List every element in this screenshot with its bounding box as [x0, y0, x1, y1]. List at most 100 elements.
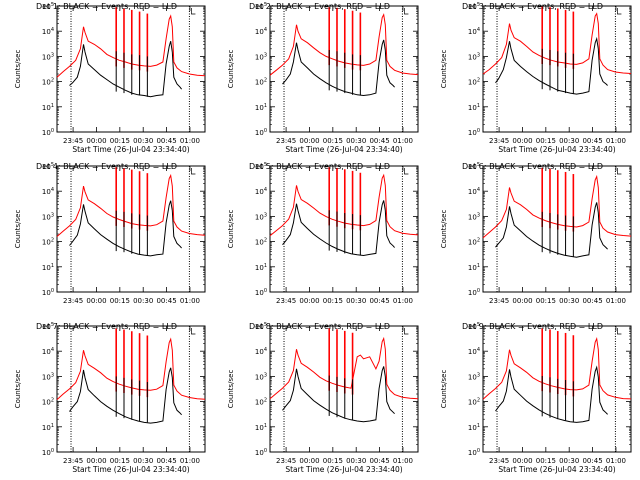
x-tick-label: 00:45 — [156, 297, 176, 305]
y-tick-label: 104 — [468, 347, 480, 356]
y-tick-label: 101 — [255, 423, 267, 432]
y-tick-label: 101 — [468, 263, 480, 272]
x-tick-label: 00:00 — [86, 297, 106, 305]
y-tick-label: 103 — [468, 372, 480, 381]
plot-frame — [56, 165, 206, 293]
x-tick-label: 00:45 — [369, 137, 389, 145]
x-tick-label: 00:00 — [512, 457, 532, 465]
y-tick-label: 103 — [468, 212, 480, 221]
y-tick-label: 100 — [468, 288, 480, 297]
y-axis-label: Counts/sec — [227, 210, 235, 249]
y-tick-label: 103 — [255, 52, 267, 61]
y-tick-label: 102 — [468, 398, 480, 407]
series-line-red-lld — [269, 173, 419, 237]
y-tick-label: 104 — [255, 187, 267, 196]
x-tick-label: 23:45 — [63, 297, 83, 305]
x-tick-label: 01:00 — [180, 457, 200, 465]
x-tick-label: 23:45 — [276, 457, 296, 465]
y-tick-label: 101 — [255, 263, 267, 272]
series-line-red-lld — [269, 336, 419, 400]
x-tick-label: 00:45 — [582, 457, 602, 465]
plot-frame — [482, 325, 632, 453]
corner-marker-icon — [191, 328, 196, 335]
chart-title: Det 5: BLACK = Events, RED = LLD — [249, 162, 390, 171]
x-tick-label: 00:30 — [346, 297, 366, 305]
x-tick-label: 00:45 — [156, 137, 176, 145]
x-tick-label: 00:00 — [512, 137, 532, 145]
y-tick-label: 105 — [42, 162, 54, 171]
y-tick-label: 103 — [42, 212, 54, 221]
y-tick-label: 101 — [468, 103, 480, 112]
x-tick-label: 23:45 — [276, 297, 296, 305]
y-tick-label: 102 — [255, 78, 267, 87]
chart-title: Det 2: BLACK = Events, RED = LLD — [249, 2, 390, 11]
chart-panel-3: 100 101 102 103 104 105 23:45 00:00 00:15 00:30 00… — [440, 2, 632, 154]
y-axis-label: Counts/sec — [227, 50, 235, 89]
x-tick-label: 00:45 — [582, 297, 602, 305]
y-tick-label: 100 — [468, 448, 480, 457]
y-tick-label: 100 — [255, 128, 267, 137]
x-axis-label: Start Time (26-Jul-04 23:34:40) — [72, 145, 189, 154]
corner-marker-icon — [617, 168, 622, 175]
y-tick-label: 105 — [468, 2, 480, 11]
y-tick-label: 104 — [42, 347, 54, 356]
x-tick-label: 23:45 — [276, 137, 296, 145]
plot-frame — [269, 325, 419, 453]
series-line-red-lld — [56, 337, 206, 400]
y-tick-label: 102 — [42, 238, 54, 247]
x-tick-label: 00:30 — [559, 297, 579, 305]
x-tick-label: 00:00 — [512, 297, 532, 305]
y-axis-label: Counts/sec — [227, 370, 235, 409]
plot-frame — [269, 165, 419, 293]
series-line-black-events — [495, 365, 608, 423]
x-tick-label: 00:15 — [323, 297, 343, 305]
y-tick-label: 105 — [468, 322, 480, 331]
x-tick-label: 00:30 — [559, 137, 579, 145]
y-tick-label: 105 — [42, 322, 54, 331]
y-axis-label: Counts/sec — [440, 50, 448, 89]
y-tick-label: 105 — [42, 2, 54, 11]
x-tick-label: 00:00 — [299, 457, 319, 465]
y-tick-label: 103 — [255, 372, 267, 381]
y-tick-label: 101 — [255, 103, 267, 112]
x-axis-label: Start Time (26-Jul-04 23:34:40) — [498, 465, 615, 474]
x-tick-label: 23:45 — [63, 137, 83, 145]
series-line-red-lld — [482, 337, 632, 400]
corner-marker-icon — [404, 168, 409, 175]
corner-marker-icon — [617, 328, 622, 335]
x-tick-label: 00:30 — [559, 457, 579, 465]
y-tick-label: 100 — [42, 448, 54, 457]
plot-frame — [56, 325, 206, 453]
corner-marker-icon — [191, 168, 196, 175]
y-tick-label: 101 — [42, 263, 54, 272]
x-tick-label: 00:00 — [299, 137, 319, 145]
y-axis-label: Counts/sec — [14, 210, 22, 249]
y-tick-label: 103 — [42, 372, 54, 381]
y-tick-label: 103 — [42, 52, 54, 61]
x-axis-label: Start Time (26-Jul-04 23:34:40) — [285, 465, 402, 474]
chart-panel-5: 100 101 102 103 104 105 23:45 00:00 00:15 00:30 00… — [227, 162, 419, 305]
series-line-red-lld — [482, 12, 632, 75]
y-tick-label: 102 — [42, 398, 54, 407]
x-tick-label: 01:00 — [393, 457, 413, 465]
y-tick-label: 101 — [468, 423, 480, 432]
plot-frame — [269, 5, 419, 133]
y-tick-label: 105 — [255, 2, 267, 11]
x-tick-label: 01:00 — [393, 137, 413, 145]
x-tick-label: 23:45 — [489, 457, 509, 465]
y-tick-label: 103 — [255, 212, 267, 221]
x-tick-label: 00:15 — [536, 297, 556, 305]
chart-panel-9: 100 101 102 103 104 105 23:45 00:00 00:15 00:30 00… — [440, 322, 632, 474]
plot-frame — [56, 5, 206, 133]
y-tick-label: 105 — [468, 162, 480, 171]
chart-title: Det 9: BLACK = Events, RED = LLD — [462, 322, 603, 331]
chart-title: Det 1: BLACK = Events, RED = LLD — [36, 2, 177, 11]
x-tick-label: 01:00 — [393, 297, 413, 305]
x-tick-label: 00:15 — [536, 137, 556, 145]
chart-panel-4: 100 101 102 103 104 105 23:45 00:00 00:15 00:30 00… — [14, 162, 206, 305]
x-tick-label: 00:00 — [299, 297, 319, 305]
y-tick-label: 105 — [255, 162, 267, 171]
x-tick-label: 23:45 — [489, 137, 509, 145]
x-tick-label: 00:15 — [323, 137, 343, 145]
